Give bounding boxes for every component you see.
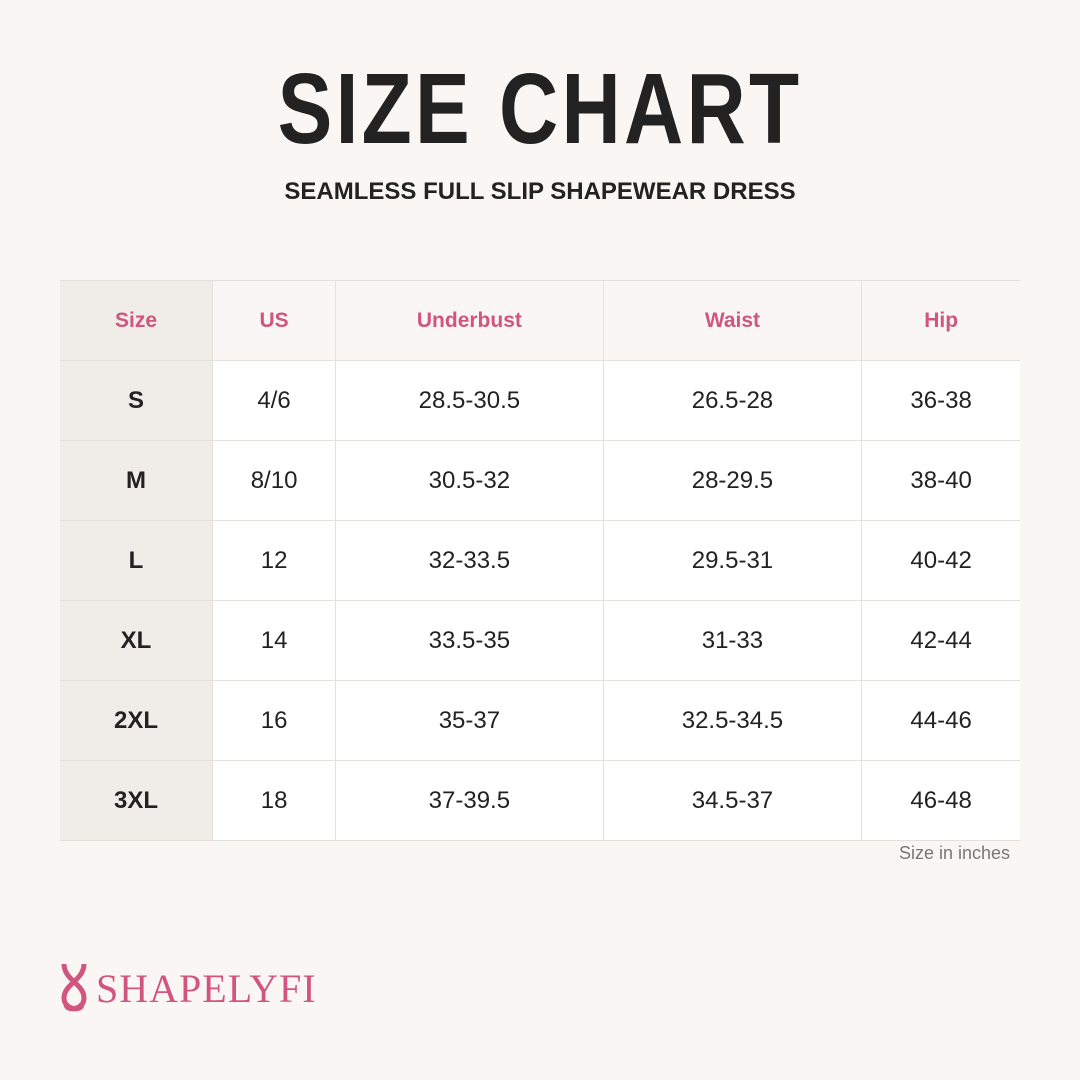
column-header: Waist xyxy=(603,280,863,361)
cell: 35-37 xyxy=(335,680,604,761)
cell: 36-38 xyxy=(861,360,1020,441)
brand-name: SHAPELYFI xyxy=(96,965,317,1011)
column-header: Hip xyxy=(861,280,1020,361)
cell: S xyxy=(60,360,213,441)
note: Size in inches xyxy=(898,843,1010,863)
cell: 28-29.5 xyxy=(602,440,863,521)
cell: XL xyxy=(60,600,213,681)
column-header: Underbust xyxy=(335,280,604,361)
cell: 44-46 xyxy=(861,680,1020,761)
cell: 14 xyxy=(211,600,337,681)
cell: 33.5-35 xyxy=(335,600,604,681)
row: 3XL 18 37-39.5 34.5-37 46-48 xyxy=(60,760,1020,841)
cell: 40-42 xyxy=(861,520,1020,601)
logo xyxy=(61,963,87,1012)
row: S 4/6 28.5-30.5 26.5-28 36-38 xyxy=(60,360,1020,441)
cell: M xyxy=(60,440,213,521)
cell: 26.5-28 xyxy=(602,360,863,441)
cell: L xyxy=(60,520,213,601)
cell: 32.5-34.5 xyxy=(602,680,863,761)
cell: 42-44 xyxy=(861,600,1020,681)
row: M 8/10 30.5-32 28-29.5 38-40 xyxy=(60,440,1020,521)
cell: 29.5-31 xyxy=(602,520,863,601)
cell: 30.5-32 xyxy=(335,440,604,521)
cell: 4/6 xyxy=(211,360,337,441)
title: SIZE CHART xyxy=(277,53,803,165)
column-header: Size xyxy=(60,280,213,361)
brand: SHAPELYFI xyxy=(58,960,317,1016)
row: L 12 32-33.5 29.5-31 40-42 xyxy=(60,520,1020,601)
cell: 37-39.5 xyxy=(335,760,604,841)
subtitle: SEAMLESS FULL SLIP SHAPEWEAR DRESS xyxy=(284,178,796,205)
cell: 46-48 xyxy=(861,760,1020,841)
row: XL 14 33.5-35 31-33 42-44 xyxy=(60,600,1020,681)
header-row: Size US Underbust Waist Hip xyxy=(60,280,1020,361)
row: 2XL 16 35-37 32.5-34.5 44-46 xyxy=(60,680,1020,761)
cell: 3XL xyxy=(60,760,213,841)
cell: 31-33 xyxy=(602,600,863,681)
size-table: Size US Underbust Waist Hip S 4/6 28.5-30.5 26.5… xyxy=(60,280,1020,841)
cell: 8/10 xyxy=(211,440,337,521)
column-header: US xyxy=(212,280,337,361)
cell: 16 xyxy=(211,680,337,761)
cell: 34.5-37 xyxy=(602,760,863,841)
cell: 12 xyxy=(211,520,337,601)
cell: 18 xyxy=(211,760,337,841)
cell: 2XL xyxy=(60,680,213,761)
cell: 28.5-30.5 xyxy=(335,360,604,441)
cell: 32-33.5 xyxy=(335,520,604,601)
cell: 38-40 xyxy=(861,440,1020,521)
